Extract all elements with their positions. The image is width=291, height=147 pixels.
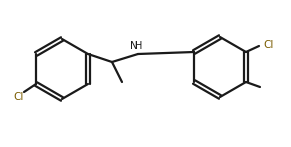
Text: H: H [135,41,143,51]
Text: N: N [130,41,138,51]
Text: Cl: Cl [264,40,274,50]
Text: Cl: Cl [14,92,24,102]
